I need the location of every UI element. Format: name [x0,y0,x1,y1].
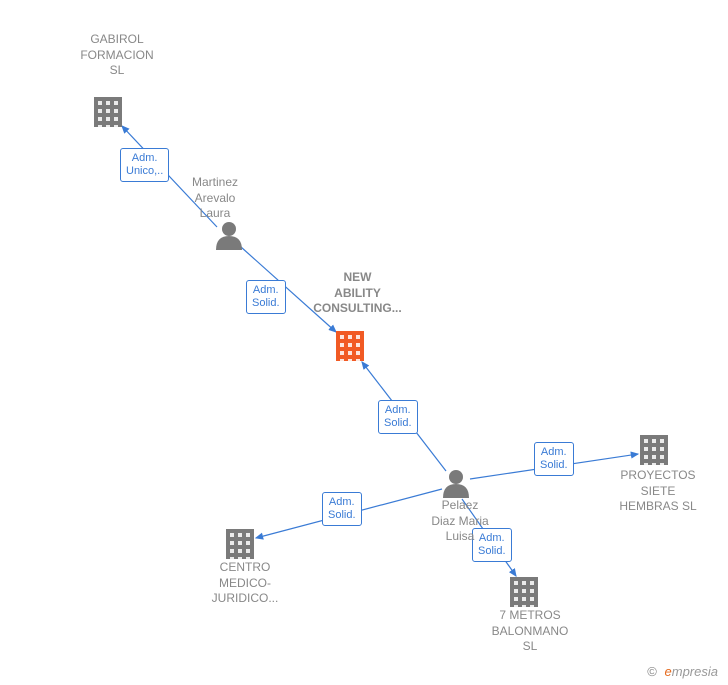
node-label: CENTRO MEDICO- JURIDICO... [200,560,290,607]
building-icon [94,97,122,129]
node-label: 7 METROS BALONMANO SL [480,608,580,655]
building-icon [226,529,254,561]
person-icon [443,470,469,498]
edge-label: Adm. Unico,.. [120,148,169,182]
edge-label: Adm. Solid. [534,442,574,476]
person-icon [216,222,242,250]
svg-layer [0,0,728,685]
building-icon [336,331,364,363]
node-label: Martinez Arevalo Laura [180,175,250,222]
node-label: GABIROL FORMACION SL [72,32,162,79]
node-label: NEW ABILITY CONSULTING... [300,270,415,317]
node-label: Pelaez Diaz Maria Luisa [420,498,500,545]
watermark: © empresia [647,664,718,679]
node-label: PROYECTOS SIETE HEMBRAS SL [608,468,708,515]
edge-label: Adm. Solid. [378,400,418,434]
edge-label: Adm. Solid. [322,492,362,526]
brand-rest: mpresia [672,664,718,679]
brand-initial: e [665,664,672,679]
diagram-canvas: Adm. Unico,.. Adm. Solid. Adm. Solid. Adm. … [0,0,728,685]
copyright-symbol: © [647,664,657,679]
edge-label: Adm. Solid. [246,280,286,314]
building-icon [510,577,538,609]
building-icon [640,435,668,467]
